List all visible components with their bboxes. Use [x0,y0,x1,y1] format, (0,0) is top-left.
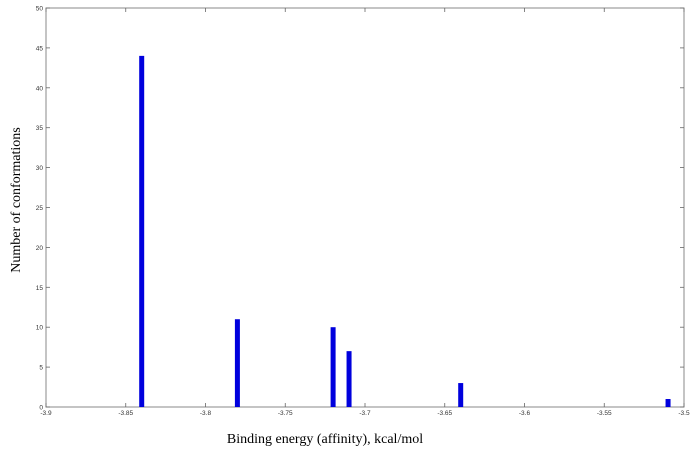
x-tick-label: -3.75 [278,410,293,417]
x-tick-label: -3.7 [359,410,371,417]
x-tick-label: -3.5 [678,410,690,417]
bar [458,383,464,407]
x-tick-label: -3.55 [597,410,612,417]
bar [665,399,671,407]
y-axis: 0 5 10 15 20 25 30 35 40 45 50 [36,6,684,412]
y-tick-label: 45 [36,45,44,52]
y-tick-label: 0 [39,405,43,412]
y-tick-label: 50 [36,6,44,13]
x-axis-label: Binding energy (affinity), kcal/mol [227,432,423,447]
bar [139,55,145,407]
y-axis-label: Number of conformations [9,127,24,272]
y-tick-label: 40 [36,85,44,92]
bar [234,319,240,407]
y-tick-label: 15 [36,285,44,292]
plot-area [45,7,685,408]
x-tick-label: -3.6 [519,410,531,417]
y-tick-label: 30 [36,165,44,172]
x-axis: -3.9 -3.85 -3.8 -3.75 -3.7 -3.65 -3.6 -3.55 -3.5 [40,8,690,417]
y-tick-label: 35 [36,125,44,132]
x-tick-label: -3.8 [200,410,212,417]
bars [139,55,671,407]
bar [330,327,336,407]
bar [346,351,352,407]
y-tick-label: 25 [36,205,44,212]
x-tick-label: -3.65 [437,410,452,417]
x-tick-label: -3.9 [40,410,52,417]
y-tick-label: 5 [39,365,43,372]
x-tick-label: -3.85 [118,410,133,417]
y-tick-label: 10 [36,325,44,332]
y-tick-label: 20 [36,245,44,252]
